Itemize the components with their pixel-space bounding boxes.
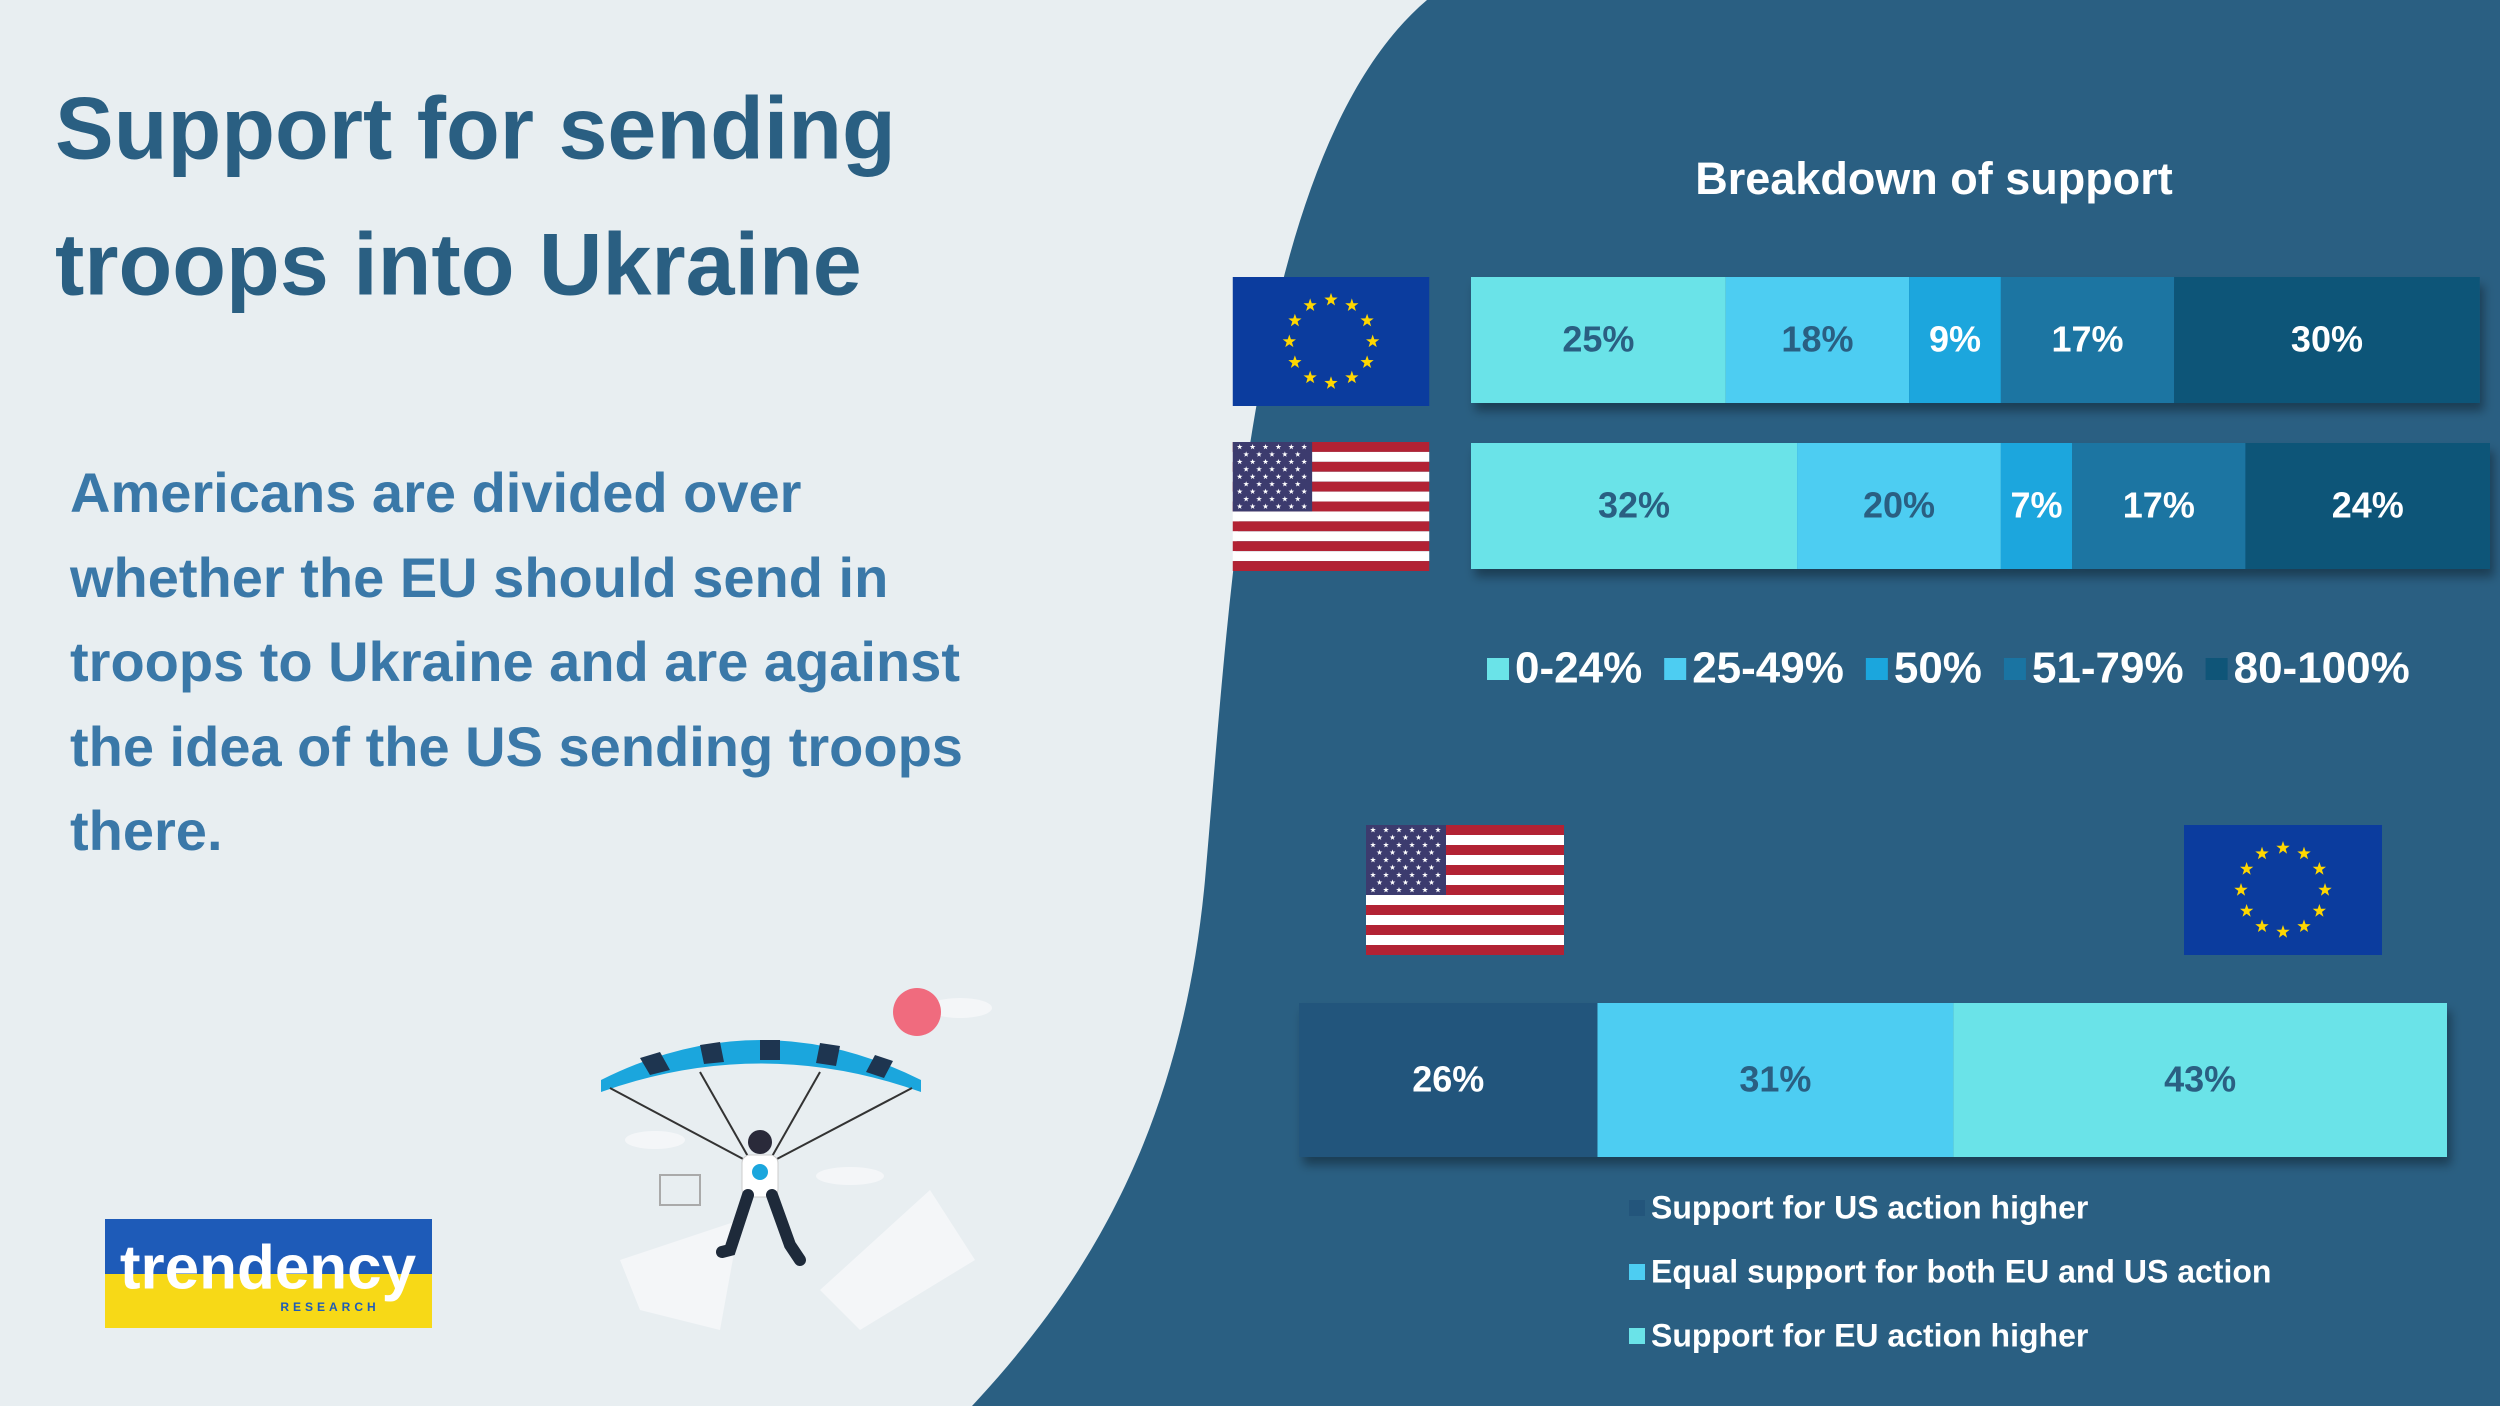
us-flag <box>1232 442 1430 571</box>
subtitle-line: there. <box>70 799 223 862</box>
bar-segment <box>1909 277 2001 403</box>
data-label: 26% <box>1412 1059 1484 1100</box>
legend-swatch <box>1629 1264 1645 1280</box>
data-label: 20% <box>1863 485 1935 526</box>
legend-label: 80-100% <box>2234 644 2410 693</box>
legend-label: Equal support for both EU and US action <box>1651 1253 2271 1289</box>
bar-segment <box>2072 443 2246 569</box>
logo-tagline: RESEARCH <box>280 1300 379 1314</box>
data-label: 7% <box>2011 485 2063 526</box>
legend-label: 50% <box>1894 644 1982 693</box>
legend-swatch <box>1629 1200 1645 1216</box>
legend-swatch <box>1629 1328 1645 1344</box>
us-flag <box>1366 825 1564 955</box>
legend-swatch <box>2003 658 2026 680</box>
chart-title: Breakdown of support <box>1695 153 2173 204</box>
bar-segment <box>2245 443 2490 569</box>
legend-swatch <box>1487 658 1509 680</box>
eu-flag <box>1232 277 1430 406</box>
stacked-bar <box>1299 1003 2447 1157</box>
bar-segment <box>1797 443 2001 569</box>
data-label: 30% <box>2291 319 2363 360</box>
bar-segment <box>1471 443 1798 569</box>
legend-label: 51-79% <box>2032 644 2184 693</box>
bar-segment <box>1953 1003 2447 1157</box>
logo: trendency RESEARCH <box>105 1219 432 1328</box>
subtitle-line: troops to Ukraine and are against <box>70 630 960 693</box>
title-line: troops into Ukraine <box>55 214 862 313</box>
bar-segment <box>2000 443 2073 569</box>
bar-segment <box>1597 1003 1954 1157</box>
stacked-bar <box>1471 277 2480 403</box>
illustration <box>601 988 992 1330</box>
data-label: 24% <box>2332 485 2404 526</box>
bar-segment <box>2174 277 2480 403</box>
legend-swatch <box>1865 658 1888 680</box>
data-label: 17% <box>2051 319 2123 360</box>
bar-segment <box>1299 1003 1598 1157</box>
subtitle: Americans are divided over whether the E… <box>69 461 963 862</box>
legend-swatch <box>1664 658 1687 680</box>
data-label: 9% <box>1929 319 1981 360</box>
subtitle-line: Americans are divided over <box>70 461 801 524</box>
data-label: 17% <box>2123 485 2195 526</box>
title-line: Support for sending <box>55 78 896 177</box>
legend-label: 0-24% <box>1515 644 1642 693</box>
legend-swatch <box>2205 658 2228 680</box>
logo-name: trendency <box>120 1233 417 1302</box>
stacked-bar <box>1471 443 2490 569</box>
data-label: 43% <box>2164 1059 2236 1100</box>
title: Support for sending troops into Ukraine <box>55 78 896 313</box>
legend-label: Support for EU action higher <box>1651 1317 2088 1353</box>
data-label: 32% <box>1598 485 1670 526</box>
data-label: 25% <box>1562 319 1634 360</box>
data-label: 31% <box>1739 1059 1811 1100</box>
bar-segment <box>2000 277 2175 403</box>
bar-segment <box>1471 277 1726 403</box>
legend-label: 25-49% <box>1692 644 1844 693</box>
subtitle-line: the idea of the US sending troops <box>70 715 963 778</box>
eu-flag <box>2184 825 2382 955</box>
bar-segment <box>1725 277 1910 403</box>
data-label: 18% <box>1781 319 1853 360</box>
subtitle-line: whether the EU should send in <box>69 546 888 609</box>
legend-label: Support for US action higher <box>1651 1189 2088 1225</box>
